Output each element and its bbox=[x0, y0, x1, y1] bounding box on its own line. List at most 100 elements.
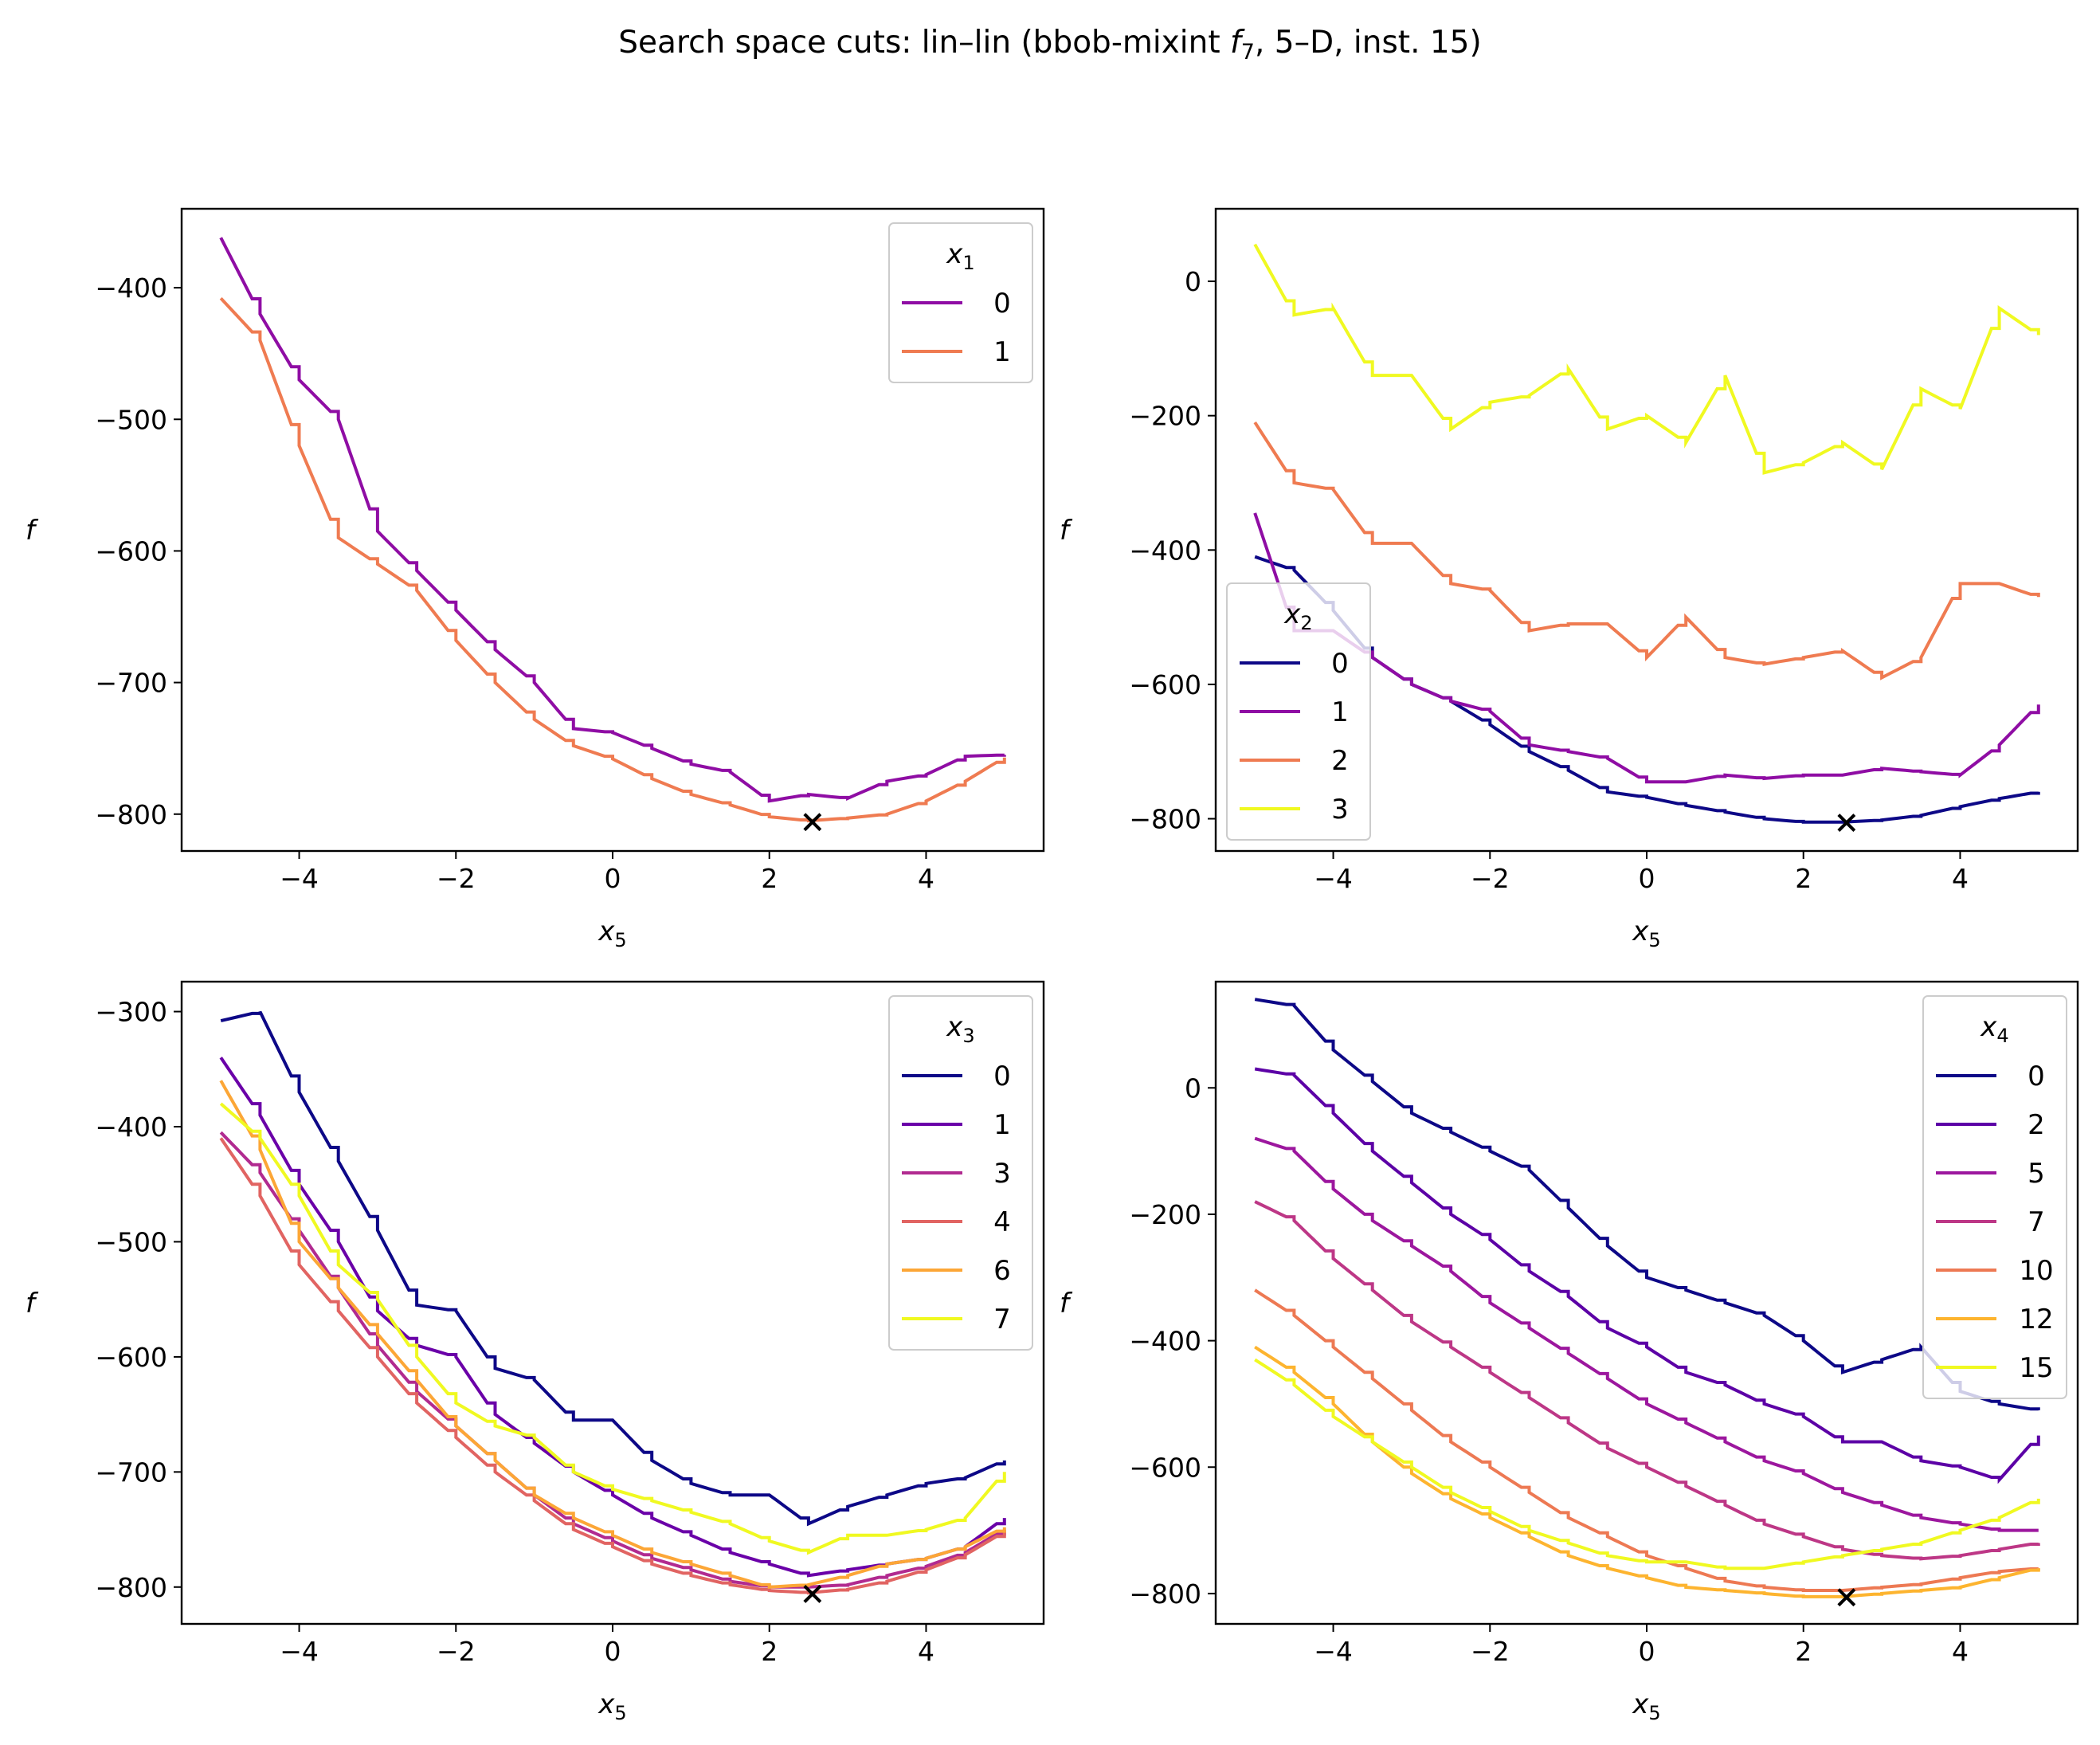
series-line-6 bbox=[219, 1080, 1006, 1589]
figure-title-suffix: , 5–D, inst. 15) bbox=[1255, 25, 1482, 61]
x-tick-label: 0 bbox=[605, 863, 621, 894]
legend-label-1: 1 bbox=[1331, 696, 1349, 728]
x-axis-label: x5 bbox=[597, 1688, 626, 1724]
legend-label-2: 2 bbox=[2028, 1109, 2045, 1141]
x-tick-label: 0 bbox=[1639, 1636, 1655, 1667]
y-tick-label: −800 bbox=[1129, 1578, 1201, 1610]
x-tick-label: 0 bbox=[605, 1636, 621, 1667]
series-line-1 bbox=[1253, 512, 2040, 784]
y-tick-label: 0 bbox=[1185, 266, 1201, 297]
x-tick-label: 4 bbox=[918, 1636, 934, 1667]
series-line-2 bbox=[1254, 1067, 2040, 1484]
optimum-marker bbox=[803, 1585, 822, 1603]
x-axis-label: x5 bbox=[1632, 916, 1660, 951]
subplot-3: −4 −2 0 2 4−800−700−600−500−400−300x5fx30134… bbox=[25, 980, 1045, 1724]
series-line-2 bbox=[1253, 422, 2040, 680]
x-tick-label: 2 bbox=[761, 863, 778, 894]
optimum-marker-stroke-b bbox=[1837, 814, 1856, 833]
legend-label-0: 0 bbox=[993, 1061, 1011, 1092]
y-tick-label: −400 bbox=[1129, 1326, 1201, 1357]
legend-title: x4 bbox=[1980, 1011, 2008, 1047]
legend-box bbox=[1922, 995, 2067, 1399]
y-tick-label: −500 bbox=[95, 1226, 167, 1257]
optimum-marker bbox=[1837, 1588, 1856, 1607]
legend-title-sub: 2 bbox=[1300, 612, 1312, 634]
y-tick-label: −400 bbox=[95, 1112, 167, 1143]
legend-label-0: 0 bbox=[2028, 1061, 2045, 1092]
x-tick-label: 0 bbox=[1639, 863, 1655, 894]
y-tick-label: −600 bbox=[95, 1342, 167, 1373]
x-tick-label: 4 bbox=[1952, 863, 1969, 894]
legend-label-4: 4 bbox=[993, 1206, 1011, 1238]
figure-title: Search space cuts: lin–lin (bbob-mixint … bbox=[618, 25, 1481, 65]
optimum-marker bbox=[803, 813, 822, 832]
series-line-0 bbox=[220, 1010, 1006, 1527]
x-axis-label: x5 bbox=[597, 916, 626, 951]
y-tick-label: −400 bbox=[1129, 535, 1201, 566]
legend-title: x1 bbox=[946, 238, 974, 274]
series-line-12 bbox=[1254, 1345, 2040, 1598]
legend-title-var: x bbox=[946, 1011, 963, 1043]
x-tick-label: −2 bbox=[437, 863, 476, 894]
y-tick-label: −300 bbox=[95, 997, 167, 1028]
legend-title-var: x bbox=[1980, 1011, 1997, 1043]
y-tick-label: −800 bbox=[95, 799, 167, 830]
legend-label-1: 1 bbox=[993, 336, 1011, 368]
legend-label-7: 7 bbox=[993, 1304, 1011, 1335]
legend-label-6: 6 bbox=[993, 1255, 1011, 1287]
x-axis-label: x5 bbox=[1632, 1688, 1660, 1724]
legend-title-var: x bbox=[1283, 598, 1301, 630]
legend-label-3: 3 bbox=[993, 1158, 1011, 1190]
x-axis-label-var: x bbox=[597, 916, 615, 947]
optimum-marker-stroke-b bbox=[803, 1585, 822, 1603]
x-axis-label-sub: 5 bbox=[614, 1702, 626, 1724]
series-line-7 bbox=[219, 1102, 1006, 1555]
y-tick-label: −200 bbox=[1129, 1199, 1201, 1230]
x-tick-label: −2 bbox=[1471, 863, 1510, 894]
y-tick-label: −500 bbox=[95, 404, 167, 435]
y-tick-label: −800 bbox=[95, 1572, 167, 1603]
legend-label-5: 5 bbox=[2028, 1158, 2045, 1190]
figure-title-prefix: Search space cuts: lin–lin (bbob-mixint bbox=[618, 25, 1230, 61]
x-tick-label: 2 bbox=[761, 1636, 778, 1667]
series-line-1 bbox=[219, 296, 1006, 823]
x-tick-label: −4 bbox=[280, 863, 319, 894]
optimum-marker-stroke-b bbox=[1837, 1588, 1856, 1607]
legend-label-0: 0 bbox=[993, 288, 1011, 320]
legend-label-12: 12 bbox=[2019, 1304, 2053, 1335]
legend-title-sub: 1 bbox=[962, 252, 974, 274]
legend-title: x3 bbox=[946, 1011, 974, 1047]
series-line-0 bbox=[219, 237, 1006, 803]
x-tick-label: −4 bbox=[280, 1636, 319, 1667]
legend-label-0: 0 bbox=[1331, 648, 1349, 680]
x-axis-label-sub: 5 bbox=[1648, 929, 1660, 951]
legend-title-sub: 4 bbox=[1996, 1025, 2008, 1047]
y-tick-label: −600 bbox=[1129, 1452, 1201, 1483]
legend-title-var: x bbox=[946, 238, 963, 270]
x-axis-label-var: x bbox=[1632, 916, 1649, 947]
x-tick-label: −4 bbox=[1314, 863, 1353, 894]
series-group bbox=[1254, 998, 2040, 1598]
series-line-7 bbox=[1254, 1200, 2040, 1561]
legend-title: x2 bbox=[1283, 598, 1312, 634]
series-line-15 bbox=[1254, 1358, 2040, 1570]
x-tick-label: −4 bbox=[1314, 1636, 1353, 1667]
x-axis-label-sub: 5 bbox=[614, 929, 626, 951]
y-tick-label: −600 bbox=[1129, 669, 1201, 700]
figure-title-sub: 7 bbox=[1241, 40, 1255, 65]
y-tick-label: −400 bbox=[95, 273, 167, 304]
x-axis-label-sub: 5 bbox=[1648, 1702, 1660, 1724]
y-tick-label: −600 bbox=[95, 535, 167, 567]
series-line-3 bbox=[219, 1131, 1006, 1589]
x-axis-label-var: x bbox=[1632, 1688, 1649, 1720]
x-axis-label-var: x bbox=[597, 1688, 615, 1720]
series-line-5 bbox=[1254, 1136, 2039, 1532]
series-group bbox=[219, 237, 1006, 823]
series-line-4 bbox=[219, 1137, 1006, 1595]
